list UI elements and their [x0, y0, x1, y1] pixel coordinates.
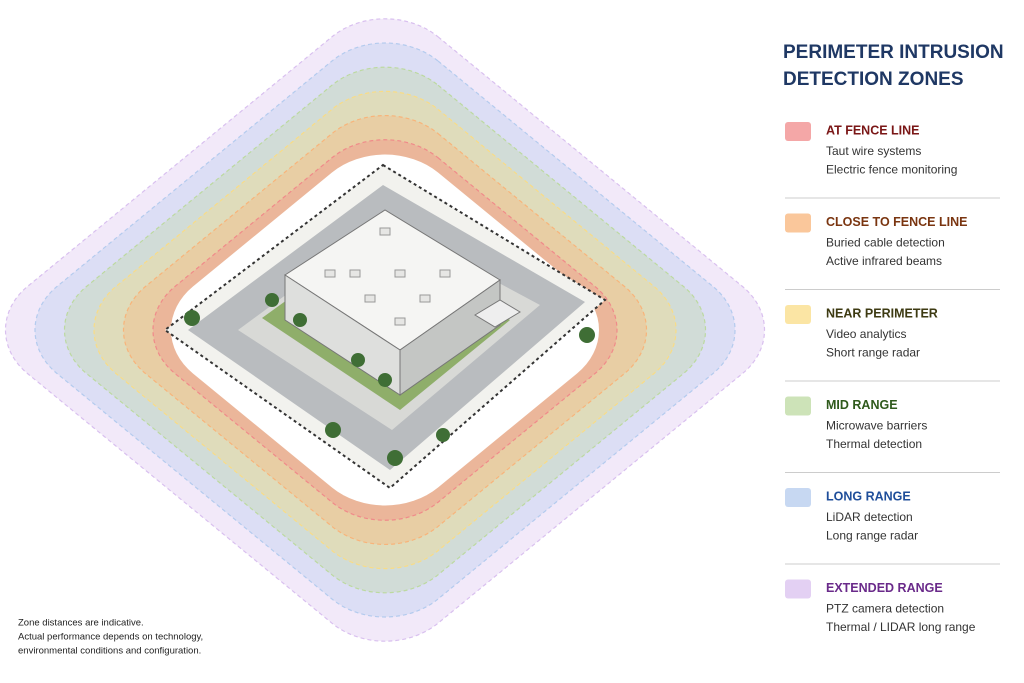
zone-item: Electric fence monitoring — [826, 163, 957, 177]
zone-name: CLOSE TO FENCE LINE — [826, 215, 967, 229]
legend-swatch — [785, 122, 811, 141]
zone-diagram — [0, 0, 796, 667]
zone-item: Short range radar — [826, 346, 920, 360]
zone-item: PTZ camera detection — [826, 602, 944, 616]
zone-item: Buried cable detection — [826, 236, 945, 250]
zone-item: Microwave barriers — [826, 419, 927, 433]
zone-item: LiDAR detection — [826, 510, 913, 524]
zone-name: NEAR PERIMETER — [826, 306, 938, 320]
title-line: PERIMETER INTRUSION — [783, 42, 1004, 63]
zone-name: AT FENCE LINE — [826, 123, 920, 137]
legend: AT FENCE LINE Taut wire systems Electric f… — [785, 122, 1000, 634]
legend-swatch — [785, 213, 811, 233]
site — [163, 163, 607, 490]
zone-item: Taut wire systems — [826, 144, 921, 158]
zone-item: Video analytics — [826, 327, 907, 341]
zone-item: Thermal / LIDAR long range — [826, 620, 976, 634]
zone-name: MID RANGE — [826, 398, 898, 412]
footnote: environmental conditions and configurati… — [18, 646, 201, 657]
zone-item: Active infrared beams — [826, 254, 942, 268]
wall-right — [399, 279, 501, 396]
trees — [184, 293, 595, 466]
legend-swatch — [785, 396, 811, 416]
zone-item: Long range radar — [826, 529, 918, 543]
title-line: DETECTION ZONES — [783, 69, 964, 90]
zone-item: Thermal detection — [826, 437, 922, 451]
legend-swatch — [785, 305, 811, 324]
footnote: Actual performance depends on technology… — [18, 632, 203, 643]
zone-name: LONG RANGE — [826, 489, 911, 503]
zone-name: EXTENDED RANGE — [826, 581, 943, 595]
legend-swatch — [785, 488, 811, 507]
roof-units — [324, 227, 451, 326]
guardhouse — [474, 299, 521, 328]
footnote: Zone distances are indicative. — [18, 618, 144, 629]
legend-swatch — [785, 579, 811, 599]
